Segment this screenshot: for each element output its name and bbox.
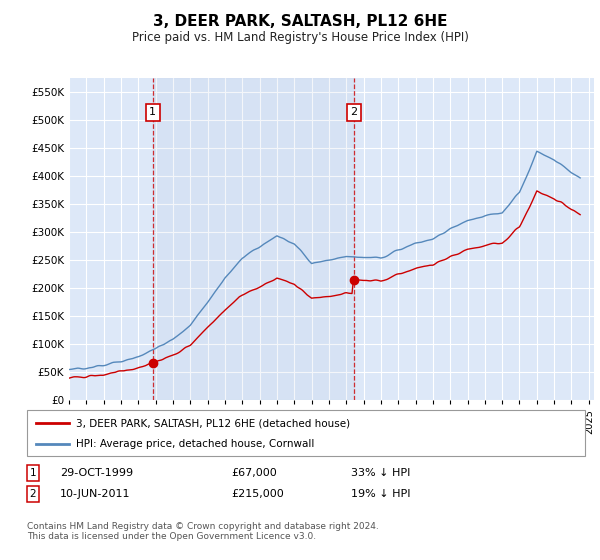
Text: 3, DEER PARK, SALTASH, PL12 6HE (detached house): 3, DEER PARK, SALTASH, PL12 6HE (detache… [76, 418, 350, 428]
Bar [152, 78, 354, 400]
Text: 1: 1 [149, 107, 156, 117]
Text: 29-OCT-1999: 29-OCT-1999 [60, 468, 133, 478]
Text: 10-JUN-2011: 10-JUN-2011 [60, 489, 131, 499]
Text: Contains HM Land Registry data © Crown copyright and database right 2024.
This d: Contains HM Land Registry data © Crown c… [27, 522, 379, 542]
Text: Price paid vs. HM Land Registry's House Price Index (HPI): Price paid vs. HM Land Registry's House … [131, 31, 469, 44]
Text: £67,000: £67,000 [231, 468, 277, 478]
Text: HPI: Average price, detached house, Cornwall: HPI: Average price, detached house, Corn… [76, 438, 314, 449]
Text: 1: 1 [29, 468, 37, 478]
Text: 33% ↓ HPI: 33% ↓ HPI [351, 468, 410, 478]
Text: 3, DEER PARK, SALTASH, PL12 6HE: 3, DEER PARK, SALTASH, PL12 6HE [153, 14, 447, 29]
Text: 2: 2 [29, 489, 37, 499]
Text: 19% ↓ HPI: 19% ↓ HPI [351, 489, 410, 499]
Text: 2: 2 [350, 107, 358, 117]
Text: £215,000: £215,000 [231, 489, 284, 499]
